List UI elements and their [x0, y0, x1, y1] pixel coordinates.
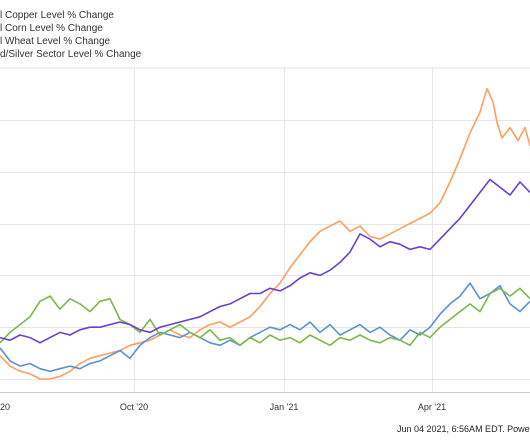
legend-item-gold-silver: d/Silver Sector Level % Change	[0, 49, 142, 60]
series-line-1	[0, 282, 530, 373]
legend-item-copper: l Copper Level % Change	[0, 10, 114, 21]
x-tick-label: Jan '21	[270, 402, 299, 412]
x-tick-label: Apr '21	[418, 402, 446, 412]
footer-timestamp: Jun 04 2021, 6:56AM EDT. Powered by	[397, 424, 530, 434]
series-line-2	[0, 287, 530, 347]
series-line-3	[0, 178, 530, 344]
series-line-0	[0, 87, 530, 380]
legend-item-wheat: l Wheat Level % Change	[0, 36, 111, 47]
legend: l Copper Level % Change l Corn Level % C…	[0, 9, 141, 61]
legend-item-corn: l Corn Level % Change	[0, 23, 103, 34]
x-tick-label: 20	[0, 402, 10, 412]
x-tick-label: Oct '20	[120, 402, 148, 412]
